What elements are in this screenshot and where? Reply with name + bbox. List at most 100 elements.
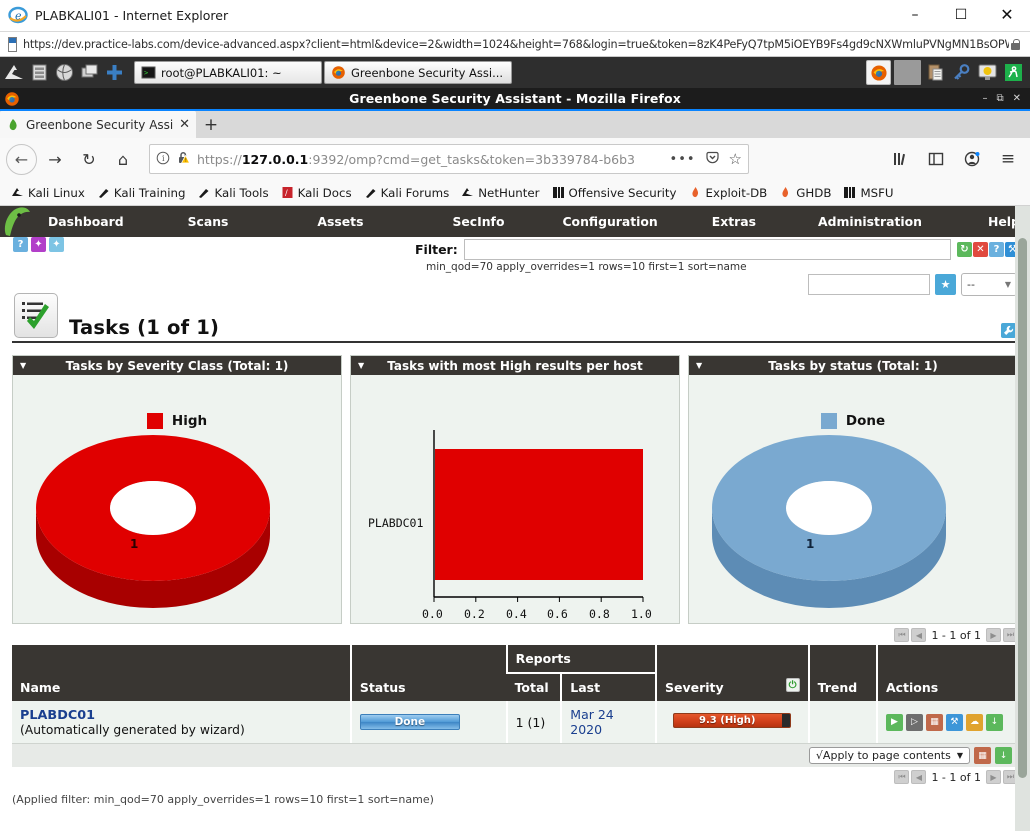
export-task-icon[interactable]: ↓ — [985, 713, 1003, 731]
filter-input[interactable] — [463, 239, 951, 260]
tray-firefox-icon[interactable] — [866, 60, 891, 85]
filter-name-input[interactable] — [808, 274, 930, 295]
wizard-icon[interactable]: ✦ — [31, 237, 46, 252]
prev-page-button[interactable]: ◀ — [911, 770, 927, 784]
firefox-minimize-button[interactable]: – — [982, 93, 988, 104]
column-header-status[interactable]: Status — [349, 645, 507, 701]
column-header-reports-last[interactable]: Last — [560, 673, 656, 701]
nav-scans[interactable]: Scans — [187, 214, 229, 229]
cell-reports-last[interactable]: Mar 24 2020 — [560, 701, 656, 743]
vertical-scrollbar[interactable] — [1015, 206, 1030, 831]
reload-button[interactable]: ↻ — [82, 149, 96, 169]
ie-url-text[interactable]: https://dev.practice-labs.com/device-adv… — [23, 37, 1009, 51]
reset-filter-icon[interactable]: ✕ — [973, 242, 988, 257]
bookmark-kali-forums[interactable]: Kali Forums — [359, 186, 455, 200]
bookmark-kali-linux[interactable]: Kali Linux — [6, 186, 90, 200]
donut-chart-severity[interactable]: 1 — [13, 413, 333, 623]
next-page-button[interactable]: ▶ — [986, 628, 1001, 642]
filter-select[interactable]: -- ▼ — [961, 273, 1017, 296]
nav-dashboard[interactable]: Dashboard — [48, 214, 124, 229]
column-header-trend[interactable]: Trend — [807, 645, 877, 701]
url-text[interactable]: https://127.0.0.1:9392/omp?cmd=get_tasks… — [197, 151, 636, 167]
bookmark-kali-tools[interactable]: Kali Tools — [192, 186, 273, 200]
warning-lock-icon[interactable]: ! — [176, 150, 191, 169]
bookmark-msfu[interactable]: MSFU — [838, 186, 898, 200]
home-button[interactable]: ⌂ — [117, 149, 129, 169]
column-header-severity[interactable]: Severity ⏻ — [654, 645, 809, 701]
last-page-button[interactable]: ⏭ — [1003, 628, 1018, 642]
apply-to-page-contents-select[interactable]: √Apply to page contents ▼ — [808, 747, 970, 764]
web-browser-icon[interactable] — [53, 61, 76, 84]
pocket-icon[interactable] — [705, 150, 720, 169]
firefox-restore-button[interactable]: ⧉ — [996, 93, 1004, 104]
next-page-button[interactable]: ▶ — [986, 770, 1001, 784]
nav-assets[interactable]: Assets — [317, 214, 364, 229]
monitor-icon[interactable] — [976, 61, 999, 84]
nav-administration[interactable]: Administration — [817, 214, 922, 229]
hamburger-menu-icon[interactable]: ≡ — [1000, 149, 1016, 169]
ie-close-button[interactable]: ✕ — [1000, 5, 1014, 24]
bookmark-star-icon[interactable]: ☆ — [728, 150, 742, 168]
exit-icon[interactable] — [1002, 61, 1025, 84]
edit-task-icon[interactable]: ⚒ — [945, 713, 963, 731]
bookmark-kali-docs[interactable]: / Kali Docs — [276, 186, 357, 200]
new-tab-button[interactable]: + — [203, 114, 219, 135]
window-switcher-icon[interactable] — [78, 61, 101, 84]
kali-menu-icon[interactable] — [3, 61, 26, 84]
first-page-button[interactable]: ⏮ — [894, 628, 910, 642]
column-header-reports-total[interactable]: Total — [506, 673, 562, 701]
file-manager-icon[interactable] — [28, 61, 51, 84]
url-bar[interactable]: i ! https://127.0.0.1:9392/omp?cmd=get_t… — [149, 144, 749, 174]
bookmark-ghdb[interactable]: GHDB — [774, 186, 836, 200]
bookmark-nethunter[interactable]: NetHunter — [456, 186, 544, 200]
page-actions-icon[interactable]: ••• — [669, 151, 696, 167]
start-task-icon[interactable]: ▶ — [885, 713, 903, 731]
nav-secinfo[interactable]: SecInfo — [452, 214, 505, 229]
info-icon[interactable]: i — [156, 150, 170, 169]
nav-extras[interactable]: Extras — [711, 214, 756, 229]
edit-dashboard-icon[interactable] — [1001, 323, 1016, 338]
nav-help[interactable]: Help — [987, 214, 1020, 229]
column-header-name[interactable]: Name — [12, 645, 351, 701]
library-icon[interactable] — [884, 143, 916, 175]
donut-chart-status[interactable]: 1 — [689, 413, 1009, 623]
clipboard-icon[interactable] — [924, 61, 947, 84]
add-workspace-icon[interactable] — [103, 61, 126, 84]
new-task-icon[interactable]: ✦ — [49, 237, 64, 252]
back-button[interactable]: ← — [6, 143, 37, 175]
clone-task-icon[interactable]: ☁ — [965, 713, 983, 731]
taskbar-window-firefox[interactable]: Greenbone Security Assi... — [324, 61, 512, 84]
bookmark-exploit-db[interactable]: Exploit-DB — [684, 186, 773, 200]
chevron-down-icon[interactable]: ▼ — [20, 361, 27, 370]
bulk-export-icon[interactable]: ↓ — [995, 747, 1012, 764]
update-filter-icon[interactable]: ↻ — [957, 242, 972, 257]
greenbone-logo-icon[interactable] — [0, 206, 34, 237]
sidebar-icon[interactable] — [920, 143, 952, 175]
help-filter-icon[interactable]: ? — [989, 242, 1004, 257]
tab-greenbone-security-assistant[interactable]: Greenbone Security Assis ✕ — [0, 111, 196, 138]
close-icon[interactable]: ✕ — [179, 117, 190, 132]
help-icon[interactable]: ? — [13, 237, 28, 252]
key-icon[interactable] — [950, 61, 973, 84]
taskbar-window-terminal[interactable]: > root@PLABKALI01: ~ — [134, 61, 322, 84]
bar-chart-high-results[interactable] — [351, 375, 669, 623]
save-filter-star-icon[interactable]: ★ — [935, 274, 956, 295]
status-badge[interactable]: Done — [359, 714, 460, 730]
nav-configuration[interactable]: Configuration — [562, 214, 658, 229]
task-name-link[interactable]: PLABDC01 — [20, 707, 96, 723]
refresh-severity-icon[interactable]: ⏻ — [785, 678, 800, 692]
ie-maximize-button[interactable]: ☐ — [954, 7, 968, 23]
first-page-button[interactable]: ⏮ — [894, 770, 910, 784]
forward-button[interactable]: → — [48, 149, 62, 169]
ie-address-bar[interactable]: https://dev.practice-labs.com/device-adv… — [0, 31, 1030, 57]
chevron-down-icon[interactable]: ▼ — [696, 361, 703, 370]
resume-task-icon[interactable]: ▷ — [905, 713, 923, 731]
scrollbar-thumb[interactable] — [1018, 238, 1027, 778]
chevron-down-icon[interactable]: ▼ — [358, 361, 365, 370]
firefox-close-button[interactable]: ✕ — [1012, 93, 1021, 104]
ie-minimize-button[interactable]: – — [911, 7, 919, 23]
prev-page-button[interactable]: ◀ — [911, 628, 927, 642]
move-to-trash-icon[interactable]: ▦ — [925, 713, 943, 731]
cell-reports-total[interactable]: 1 (1) — [505, 701, 562, 743]
bookmark-offensive-security[interactable]: Offensive Security — [547, 186, 682, 200]
